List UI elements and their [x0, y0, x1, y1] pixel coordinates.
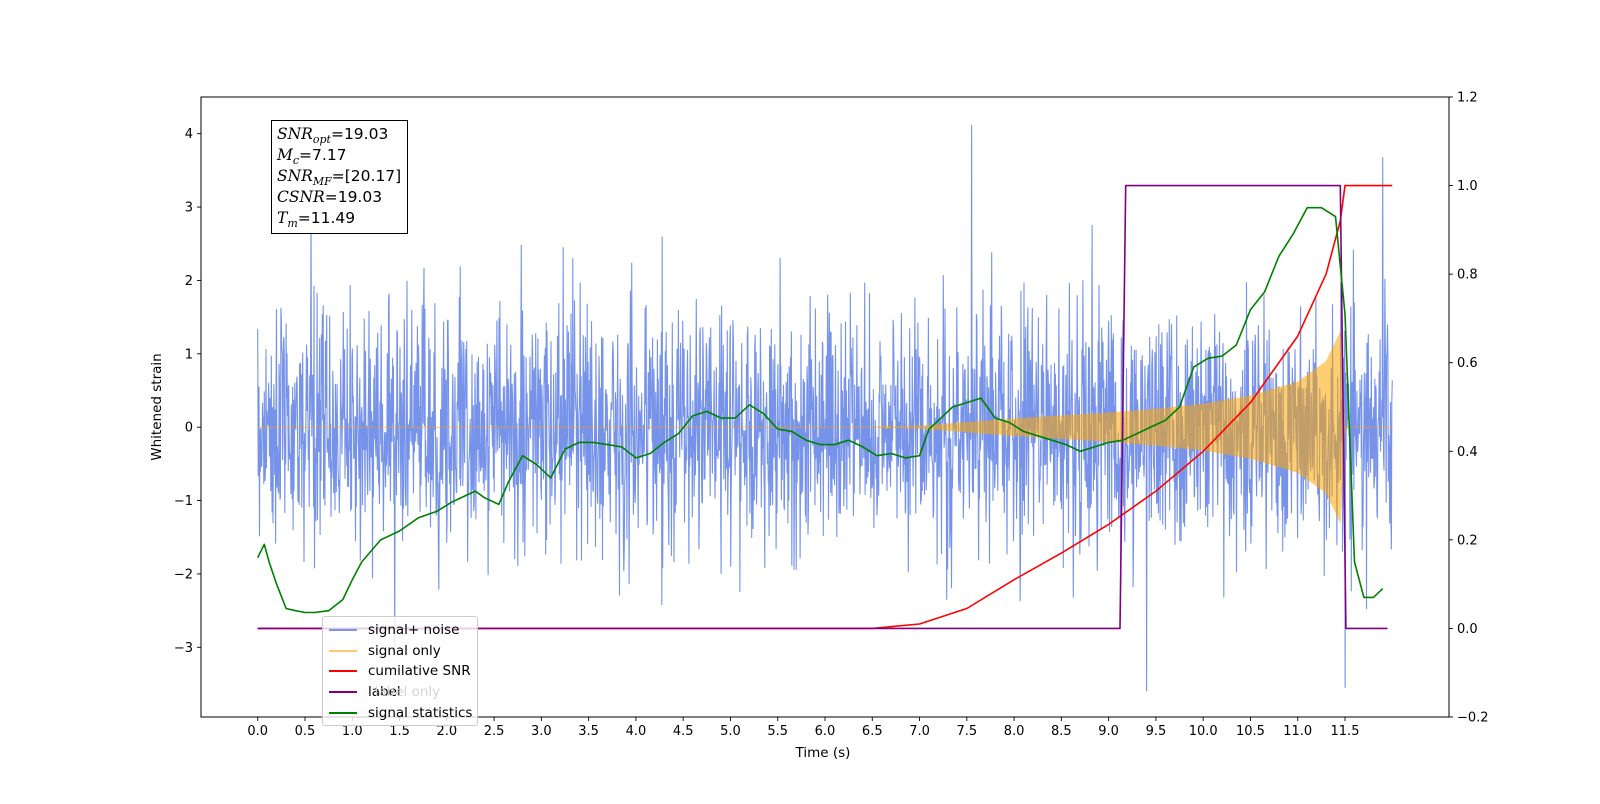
y-axis-left: −3 −2 −1 0 1 2 3 4: [174, 127, 201, 656]
legend-swatch: [329, 711, 357, 714]
x-tick-label: 4.5: [673, 724, 694, 739]
legend-item-label: label label only: [323, 682, 477, 703]
x-tick-label: 11.0: [1283, 724, 1312, 739]
legend-item-signal-only: signal only: [323, 641, 477, 662]
y2-tick-label: 1.0: [1457, 179, 1478, 194]
y-tick-label: −2: [174, 567, 193, 582]
series-line-label: [257, 184, 1388, 630]
series-line-cumulative-snr: [257, 184, 1393, 630]
legend-label: signal only: [368, 642, 441, 659]
x-tick-label: 2.0: [436, 724, 457, 739]
legend-label: label: [368, 684, 401, 701]
x-tick-label: 11.5: [1331, 724, 1360, 739]
x-tick-label: 7.5: [956, 724, 977, 739]
x-tick-label: 5.5: [767, 724, 788, 739]
y-tick-label: 0: [185, 421, 193, 436]
x-tick-label: 3.0: [531, 724, 552, 739]
legend-swatch: [329, 649, 357, 652]
annotation-tm: Tm=11.49: [277, 209, 356, 230]
x-tick-label: 8.0: [1004, 724, 1025, 739]
y-tick-label: 1: [185, 347, 193, 362]
y2-tick-label: 0.8: [1457, 268, 1478, 283]
y-tick-label: 4: [185, 127, 193, 142]
legend: signal+ noise signal only cumilative SNR…: [322, 616, 478, 726]
x-tick-label: 6.0: [815, 724, 836, 739]
y2-tick-label: −0.2: [1457, 711, 1489, 726]
y-tick-label: −3: [174, 641, 193, 656]
noise-layer: [257, 124, 1393, 692]
x-tick-label: 8.5: [1051, 724, 1072, 739]
x-tick-label: 1.0: [342, 724, 363, 739]
x-tick-label: 10.0: [1189, 724, 1218, 739]
right-axis-series-layer: [256, 184, 1393, 630]
x-tick-label: 9.0: [1098, 724, 1119, 739]
y-tick-label: −1: [174, 494, 193, 509]
legend-label: signal+ noise: [368, 622, 460, 639]
legend-item-signal-noise: signal+ noise: [323, 620, 477, 641]
x-tick-label: 4.0: [626, 724, 647, 739]
legend-label: signal statistics: [368, 704, 473, 721]
annotation-snr-mf: SNRMF=[20.17]: [277, 167, 402, 188]
x-axis-label: Time (s): [795, 745, 851, 761]
y2-tick-label: 0.6: [1457, 356, 1478, 371]
legend-label: cumilative SNR: [368, 663, 471, 680]
series-line-signal-only: [257, 332, 1393, 523]
annotation-mc: Mc=7.17: [277, 146, 347, 167]
series-line-signal-statistics: [256, 206, 1384, 614]
series-line-signal-noise: [257, 124, 1393, 692]
x-tick-label: 3.5: [578, 724, 599, 739]
y-axis-right: −0.2 0.0 0.2 0.4 0.6 0.8 1.0 1.2: [1449, 91, 1489, 726]
x-axis: 0.0 0.5 1.0 1.5 2.0 2.5 3.0 3.5 4.0 4.5 5.0 5.5 6.0 6…: [247, 717, 1359, 739]
x-tick-label: 0.0: [247, 724, 268, 739]
annotation-snr-opt: SNRopt=19.03: [277, 125, 389, 146]
x-tick-label: 6.5: [862, 724, 883, 739]
y2-tick-label: 0.0: [1457, 622, 1478, 637]
y-axis-label: Whitened strain: [149, 353, 165, 460]
legend-item-cumulative-snr: cumilative SNR: [323, 661, 477, 682]
x-tick-label: 9.5: [1146, 724, 1167, 739]
legend-label-ghost: label only: [374, 684, 441, 701]
signal-layer: [257, 332, 1393, 523]
x-tick-label: 5.0: [720, 724, 741, 739]
legend-swatch: [329, 670, 357, 673]
x-tick-label: 0.5: [295, 724, 316, 739]
x-tick-label: 7.0: [909, 724, 930, 739]
annotation-csnr: CSNR=19.03: [277, 188, 383, 206]
x-tick-label: 10.5: [1236, 724, 1265, 739]
y2-tick-label: 0.2: [1457, 533, 1478, 548]
legend-item-signal-statistics: signal statistics: [323, 702, 477, 723]
y-tick-label: 2: [185, 274, 193, 289]
y-tick-label: 3: [185, 201, 193, 216]
x-tick-label: 1.5: [389, 724, 410, 739]
annotation-box: SNRopt=19.03 Mc=7.17 SNRMF=[20.17] CSNR=…: [271, 120, 409, 234]
y2-tick-label: 0.4: [1457, 445, 1478, 460]
y2-tick-label: 1.2: [1457, 91, 1478, 106]
x-tick-label: 2.5: [484, 724, 505, 739]
legend-swatch: [329, 629, 357, 632]
legend-swatch: [329, 691, 357, 694]
